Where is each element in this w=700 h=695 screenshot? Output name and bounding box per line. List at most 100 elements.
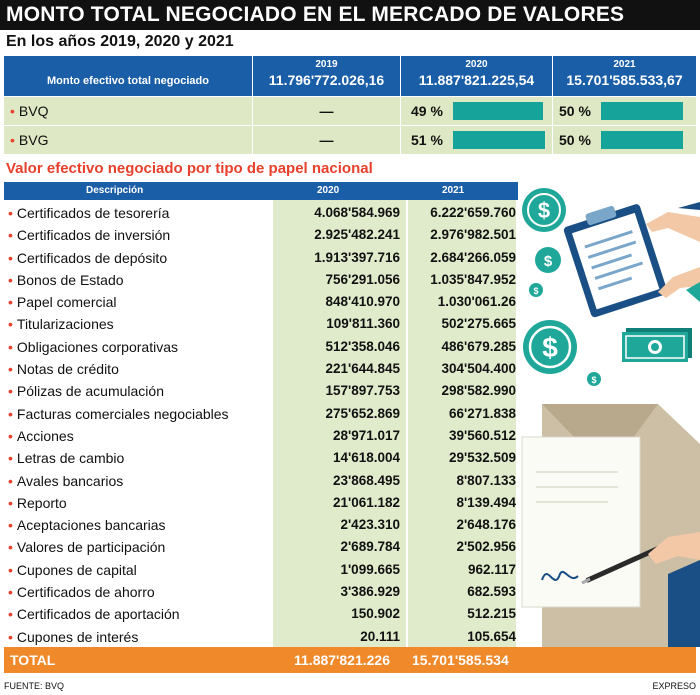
finance-illustration: $ $ $ $ $ [518,182,700,647]
row-label: Valores de participación [16,539,166,556]
bullet-icon: • [8,294,13,311]
share-2021-label: 50 % [559,103,591,119]
total-row: TOTAL 11.887'821.226 15.701'585.534 [4,647,696,673]
row-value-2020: 109'811.360 [326,316,400,332]
row-value-2021: 962.117 [467,561,516,577]
share-2020-track [453,131,545,149]
value-2019: — [252,126,400,154]
banknote-icon [622,328,692,362]
summary-year-2020: 2020 11.887'821.225,54 [400,56,552,96]
year-label: 2019 [315,59,338,70]
dollar-coin-icon: $ [522,188,566,232]
table-row: • Bonos de Estado 756'291.056 1.035'847.952 [4,269,700,291]
svg-text:$: $ [538,198,550,223]
source-note: FUENTE: BVQ [4,681,65,691]
share-2020: 49 % [400,97,552,125]
bullet-icon: • [8,606,13,623]
row-value-2021: 8'139.494 [456,494,516,510]
row-value-2020: 275'652.869 [325,405,400,421]
bullet-icon: • [8,539,13,556]
total-2021: 15.701'585.534 [412,652,509,668]
column-2021-bg [408,182,516,647]
row-value-2021: 682.593 [467,584,516,600]
bullet-icon: • [8,584,13,601]
bullet-icon: • [8,517,13,534]
svg-text:$: $ [533,286,538,296]
page-subtitle: En los años 2019, 2020 y 2021 [6,33,234,50]
bullet-icon: • [8,450,13,467]
row-value-2020: 2'423.310 [340,517,400,533]
row-value-2021: 2'648.176 [456,517,516,533]
row-value-2021: 8'807.133 [456,472,516,488]
year-total: 11.796'772.026,16 [268,72,385,88]
exchange-name: • BVG [4,132,252,148]
share-2020-bar [453,131,545,149]
year-label: 2021 [613,59,636,70]
table-row: • Letras de cambio 14'618.004 29'532.509 [4,447,700,469]
table-row: • Notas de crédito 221'644.845 304'504.400 [4,358,700,380]
bullet-icon: • [8,316,13,333]
row-label: Certificados de ahorro [16,584,155,601]
row-description: • Bonos de Estado [8,272,124,288]
row-label: Certificados de aportación [16,606,180,623]
year-total: 11.887'821.225,54 [418,72,535,88]
table-row: • Reporto 21'061.182 8'139.494 [4,492,700,514]
row-value-2020: 3'386.929 [340,584,400,600]
row-label: Letras de cambio [16,450,125,467]
row-value-2020: 1.913'397.716 [314,249,400,265]
table-row: • Papel comercial 848'410.970 1.030'061.26 [4,291,700,313]
table-row: • Cupones de capital 1'099.665 962.117 [4,559,700,581]
row-value-2021: 298'582.990 [441,383,516,399]
row-description: • Certificados de ahorro [8,584,155,600]
row-description: • Pólizas de acumulación [8,383,164,399]
column-2020-bg [273,182,406,647]
dollar-coin-icon: $ [535,247,561,273]
row-value-2021: 1.030'061.26 [437,294,516,310]
table-row: • Certificados de inversión 2.925'482.241 2… [4,224,700,246]
table-row: • Acciones 28'971.017 39'560.512 [4,425,700,447]
row-value-2021: 1.035'847.952 [430,271,516,287]
bullet-icon: • [10,103,15,119]
bullet-icon: • [8,205,13,221]
row-label: Cupones de interés [16,628,139,645]
row-label: Acciones [16,427,74,444]
exchange-name: • BVQ [4,103,252,119]
bullet-icon: • [8,427,13,444]
table-row: • Valores de participación 2'689.784 2'502.… [4,536,700,558]
row-description: • Reporto [8,495,67,511]
share-2021-bar [601,131,683,149]
share-2021: 50 % [552,126,696,154]
row-value-2021: 2.976'982.501 [430,227,516,243]
row-label: Bonos de Estado [16,271,124,288]
share-2021-bar [601,102,683,120]
row-description: • Aceptaciones bancarias [8,517,166,533]
row-label: Papel comercial [16,294,117,311]
row-value-2020: 21'061.182 [332,494,400,510]
share-2020-label: 49 % [411,103,443,119]
total-label: TOTAL [10,652,56,668]
row-value-2021: 486'679.285 [441,338,516,354]
table-row: • Certificados de tesorería 4.068'584.969 6… [4,202,700,224]
row-value-2020: 20.111 [360,628,400,644]
row-label: Facturas comerciales negociables [16,405,229,422]
bullet-icon: • [8,383,13,400]
year-total: 15.701'585.533,67 [566,72,683,88]
summary-header: Monto efectivo total negociado 2019 11.7… [4,56,696,96]
table-row: • Obligaciones corporativas 512'358.046 486… [4,336,700,358]
row-description: • Facturas comerciales negociables [8,406,229,422]
bullet-icon: • [8,405,13,422]
bullet-icon: • [8,472,13,489]
row-value-2021: 2'502.956 [456,539,516,555]
share-2020-label: 51 % [411,132,443,148]
row-description: • Letras de cambio [8,450,124,466]
row-description: • Notas de crédito [8,361,119,377]
row-description: • Papel comercial [8,294,117,310]
share-2021-track [601,131,683,149]
share-2021: 50 % [552,97,696,125]
bullet-icon: • [10,132,15,148]
row-value-2020: 23'868.495 [332,472,400,488]
svg-text:$: $ [544,253,553,270]
row-label: Avales bancarios [16,472,124,489]
total-2020: 11.887'821.226 [294,652,390,668]
summary-label: Monto efectivo total negociado [47,75,209,87]
